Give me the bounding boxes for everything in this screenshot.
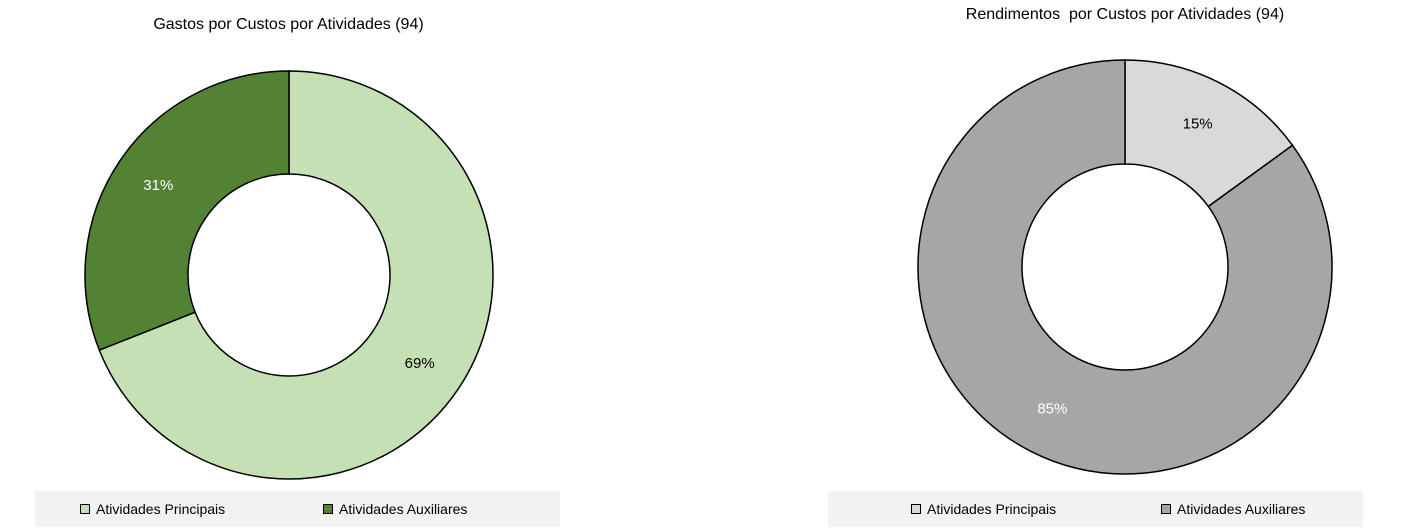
legend-swatch	[323, 504, 333, 514]
slice-percent-label: 69%	[405, 355, 435, 372]
legend-swatch	[911, 504, 921, 514]
chart-rendimentos: Rendimentos por Custos por Atividades (9…	[820, 0, 1405, 532]
legend-label: Atividades Principais	[927, 501, 1057, 517]
chart-gastos: Gastos por Custos por Atividades (94) 69…	[0, 0, 570, 532]
chart-title: Rendimentos por Custos por Atividades (9…	[965, 6, 1285, 23]
chart-title: Gastos por Custos por Atividades (94)	[153, 16, 424, 33]
donut-slice-auxiliares	[917, 59, 1333, 475]
legend-item-auxiliares: Atividades Auxiliares	[323, 501, 467, 517]
chart-legend: Atividades Principais Atividades Auxilia…	[35, 491, 560, 527]
legend-item-principais: Atividades Principais	[911, 501, 1056, 517]
donut-chart: 69% 31%	[84, 70, 494, 480]
legend-swatch	[80, 504, 90, 514]
donut-chart: 15% 85%	[917, 59, 1333, 475]
legend-swatch	[1161, 504, 1171, 514]
legend-item-principais: Atividades Principais	[80, 501, 225, 517]
slice-percent-label: 31%	[143, 177, 173, 194]
legend-label: Atividades Auxiliares	[339, 501, 468, 517]
legend-label: Atividades Auxiliares	[1177, 501, 1306, 517]
donut-slice-auxiliares	[84, 70, 290, 352]
slice-percent-label: 15%	[1183, 115, 1213, 132]
donut-slice-principais	[1124, 59, 1294, 208]
donut-slice-principais	[98, 70, 494, 480]
legend-item-auxiliares: Atividades Auxiliares	[1161, 501, 1305, 517]
legend-label: Atividades Principais	[96, 501, 226, 517]
chart-legend: Atividades Principais Atividades Auxilia…	[828, 491, 1363, 527]
slice-percent-label: 85%	[1037, 401, 1067, 418]
